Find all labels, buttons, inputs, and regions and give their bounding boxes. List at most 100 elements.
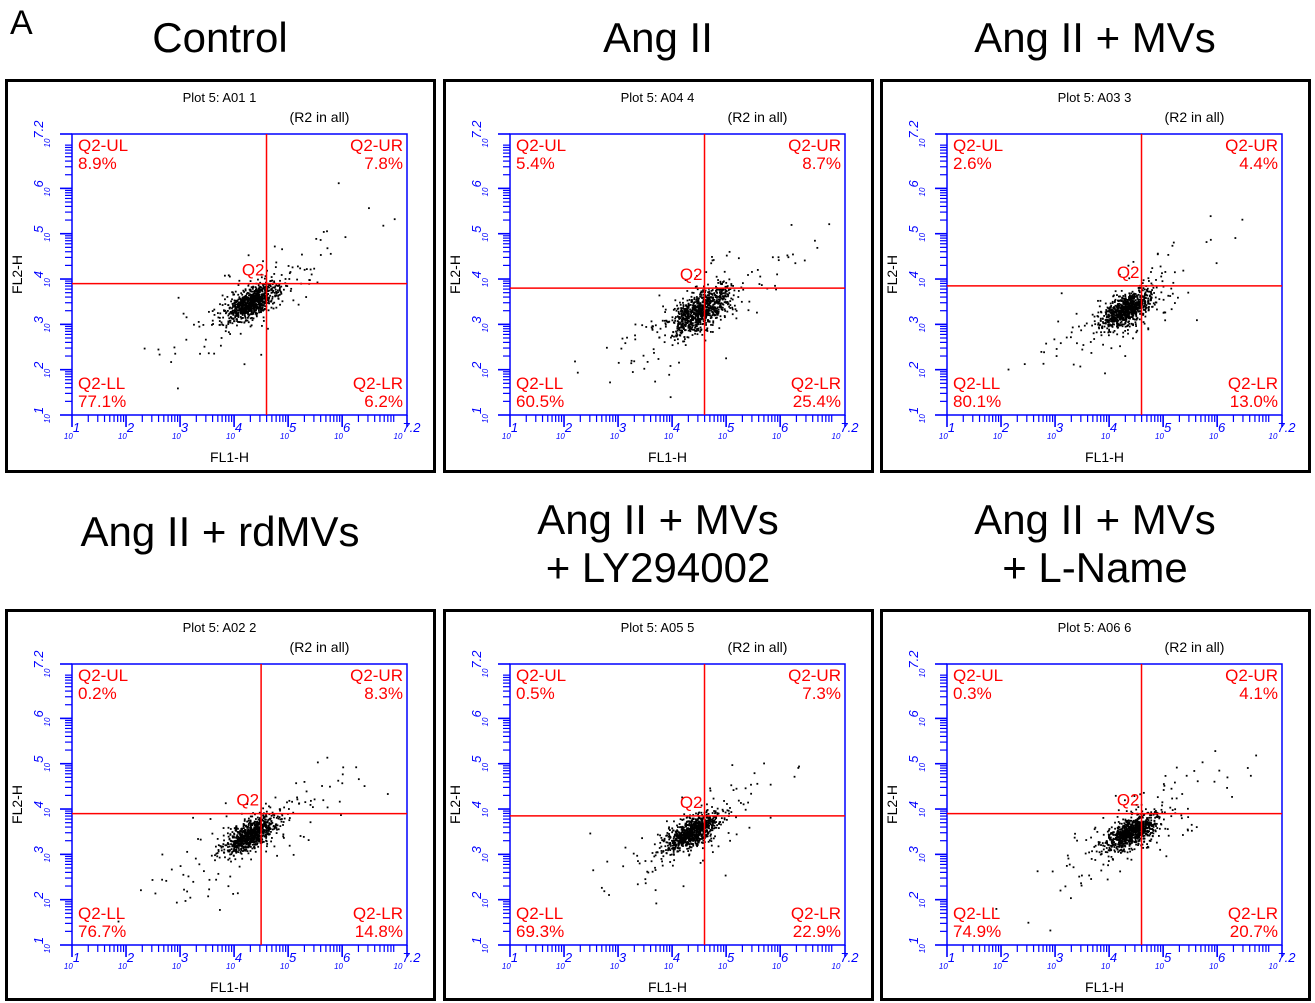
y-tick-label: 104	[31, 801, 52, 817]
scatter-point	[232, 893, 235, 895]
scatter-point	[250, 324, 253, 327]
scatter-point	[321, 785, 323, 787]
scatter-point	[1136, 309, 1139, 312]
scatter-point	[721, 292, 724, 295]
scatter-point	[733, 289, 736, 292]
scatter-point	[1116, 318, 1118, 321]
scatter-point	[257, 301, 259, 303]
scatter-point	[1128, 322, 1131, 325]
scatter-point	[707, 319, 709, 322]
scatter-point	[1174, 302, 1176, 304]
scatter-point	[1153, 292, 1155, 294]
scatter-point	[254, 836, 257, 839]
x-tick-label: 102	[556, 950, 573, 971]
scatter-point	[282, 824, 284, 826]
scatter-point	[701, 818, 704, 821]
scatter-point	[697, 317, 700, 320]
scatter-point	[708, 297, 710, 299]
scatter-point	[685, 317, 688, 320]
scatter-point	[722, 288, 725, 291]
scatter-point	[737, 290, 740, 292]
scatter-point	[264, 287, 266, 290]
scatter-point	[1111, 309, 1114, 311]
quadrant-name: Q2-UR	[1225, 136, 1278, 155]
scatter-point	[1112, 323, 1115, 326]
scatter-point	[710, 829, 712, 832]
scatter-point	[680, 828, 683, 831]
scatter-point	[250, 297, 252, 299]
scatter-point	[234, 306, 237, 308]
scatter-point	[728, 250, 731, 253]
scatter-point	[219, 845, 222, 847]
scatter-point	[1105, 310, 1108, 313]
scatter-point	[1108, 319, 1111, 322]
scatter-point	[231, 845, 234, 848]
scatter-point	[1133, 300, 1135, 302]
scatter-point	[242, 834, 245, 837]
scatter-point	[236, 304, 239, 307]
scatter-point	[344, 236, 347, 239]
scatter-point	[251, 317, 253, 319]
scatter-point	[717, 279, 719, 281]
scatter-point	[720, 823, 722, 826]
scatter-point	[1133, 292, 1136, 295]
scatter-point	[1114, 320, 1117, 322]
y-tick-label: 105	[906, 225, 927, 242]
scatter-point	[698, 833, 701, 836]
scatter-point	[659, 327, 662, 330]
scatter-point	[700, 329, 702, 331]
scatter-point	[262, 807, 265, 810]
scatter-point	[251, 839, 254, 842]
scatter-point	[244, 301, 247, 304]
scatter-point	[1110, 304, 1113, 307]
scatter-point	[214, 854, 216, 857]
scatter-point	[249, 837, 251, 840]
scatter-point	[256, 836, 259, 839]
scatter-point	[710, 300, 713, 302]
scatter-point	[699, 291, 702, 294]
scatter-point	[696, 305, 699, 308]
scatter-point	[700, 308, 703, 311]
scatter-point	[258, 829, 261, 831]
scatter-point	[258, 291, 261, 294]
scatter-point	[248, 844, 251, 846]
plot-frame-ang-ii-rdmvs: Plot 5: A02 2 (R2 in all) 101 102 103 104 105 1…	[5, 609, 436, 1001]
scatter-point	[1130, 292, 1133, 295]
scatter-point	[272, 813, 275, 816]
scatter-point	[363, 785, 366, 787]
scatter-point	[241, 827, 244, 830]
scatter-point	[1125, 311, 1128, 313]
scatter-point	[185, 316, 188, 319]
scatter-point	[664, 334, 666, 337]
scatter-point	[677, 342, 679, 345]
scatter-point	[277, 828, 280, 831]
scatter-point	[269, 285, 272, 288]
scatter-point	[1122, 309, 1125, 312]
scatter-point	[718, 295, 721, 297]
scatter-point	[717, 295, 720, 298]
scatter-point	[1138, 300, 1140, 303]
scatter-point	[247, 321, 250, 324]
scatter-point	[669, 861, 672, 863]
scatter-point	[1122, 335, 1125, 338]
scatter-point	[701, 314, 704, 317]
scatter-point	[258, 301, 261, 304]
scatter-point	[1124, 301, 1127, 304]
scatter-point	[684, 314, 687, 317]
scatter-point	[729, 288, 732, 291]
scatter-point	[254, 286, 257, 289]
scatter-point	[246, 298, 249, 301]
scatter-point	[1134, 295, 1136, 298]
scatter-point	[220, 849, 223, 852]
scatter-point	[702, 307, 704, 309]
scatter-point	[1109, 302, 1112, 305]
scatter-point	[682, 845, 684, 847]
scatter-point	[244, 315, 247, 318]
scatter-point	[1116, 316, 1118, 318]
scatter-point	[274, 823, 277, 826]
scatter-point	[675, 309, 678, 312]
scatter-point	[1126, 307, 1129, 309]
scatter-point	[244, 302, 247, 305]
scatter-point	[722, 281, 724, 283]
scatter-point	[326, 756, 329, 759]
